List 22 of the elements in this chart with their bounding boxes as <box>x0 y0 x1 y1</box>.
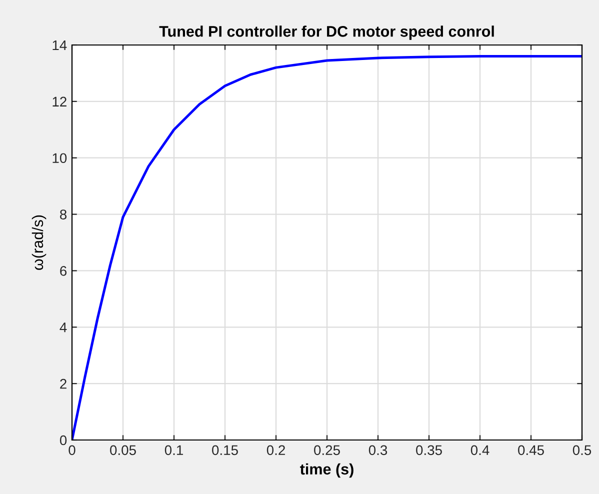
y-tick-label: 0 <box>60 435 67 446</box>
x-tick-label: 0.1 <box>164 445 183 456</box>
chart-title: Tuned PI controller for DC motor speed conrol <box>159 26 494 40</box>
y-tick-label: 10 <box>52 153 67 164</box>
y-tick-label: 8 <box>60 210 67 220</box>
y-axis-title: ω(rad/s) <box>32 215 46 270</box>
y-tick-label: 14 <box>52 40 67 50</box>
y-tick-label: 2 <box>60 378 66 389</box>
x-tick-label: 0.4 <box>470 445 490 456</box>
y-tick-label: 12 <box>52 96 66 106</box>
x-tick-label: 0.05 <box>110 445 136 456</box>
x-tick-label: 0 <box>68 445 76 456</box>
x-tick-label: 0.45 <box>518 445 544 456</box>
x-tick-label: 0.2 <box>266 445 285 456</box>
x-tick-label: 0.15 <box>212 445 238 456</box>
x-tick-label: 0.35 <box>416 445 442 456</box>
x-tick-label: 0.5 <box>572 445 592 456</box>
y-tick-label: 4 <box>60 322 67 332</box>
x-tick-label: 0.25 <box>314 445 340 456</box>
y-tick-label: 6 <box>60 266 67 276</box>
x-tick-label: 0.3 <box>368 445 388 456</box>
x-axis-title: time (s) <box>300 463 354 478</box>
